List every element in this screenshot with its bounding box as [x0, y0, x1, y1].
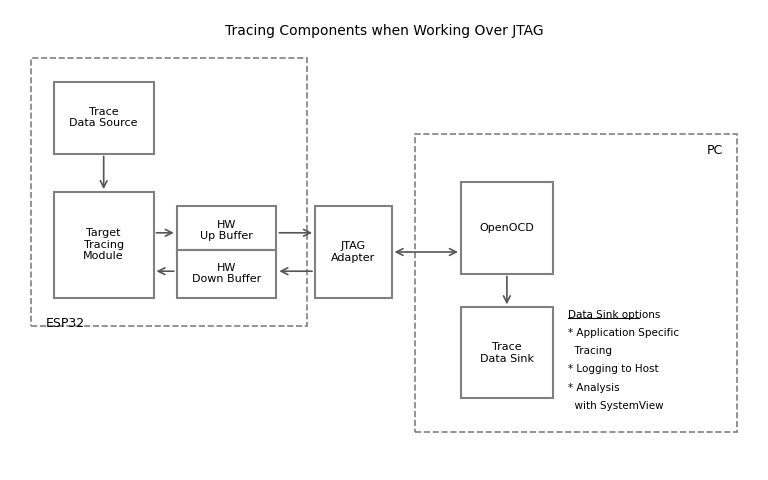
Text: Trace
Data Source: Trace Data Source: [69, 107, 138, 129]
Text: * Logging to Host: * Logging to Host: [568, 364, 659, 374]
FancyBboxPatch shape: [54, 82, 154, 154]
Text: with SystemView: with SystemView: [568, 401, 664, 411]
Text: Tracing Components when Working Over JTAG: Tracing Components when Working Over JTA…: [225, 24, 543, 38]
Text: PC: PC: [707, 144, 723, 157]
FancyBboxPatch shape: [461, 182, 553, 274]
Text: * Application Specific: * Application Specific: [568, 328, 680, 338]
Text: Data Sink options: Data Sink options: [568, 310, 660, 320]
Text: Trace
Data Sink: Trace Data Sink: [480, 342, 534, 364]
FancyBboxPatch shape: [177, 206, 276, 254]
FancyBboxPatch shape: [54, 192, 154, 298]
FancyBboxPatch shape: [461, 307, 553, 398]
Text: JTAG
Adapter: JTAG Adapter: [331, 241, 376, 263]
Text: HW
Down Buffer: HW Down Buffer: [192, 263, 261, 284]
FancyBboxPatch shape: [315, 206, 392, 298]
Text: * Analysis: * Analysis: [568, 383, 620, 393]
Text: HW
Up Buffer: HW Up Buffer: [200, 219, 253, 241]
Text: ESP32: ESP32: [46, 317, 85, 330]
Text: Target
Tracing
Module: Target Tracing Module: [84, 228, 124, 262]
FancyBboxPatch shape: [177, 250, 276, 298]
Text: OpenOCD: OpenOCD: [479, 223, 535, 233]
Text: Tracing: Tracing: [568, 346, 612, 356]
